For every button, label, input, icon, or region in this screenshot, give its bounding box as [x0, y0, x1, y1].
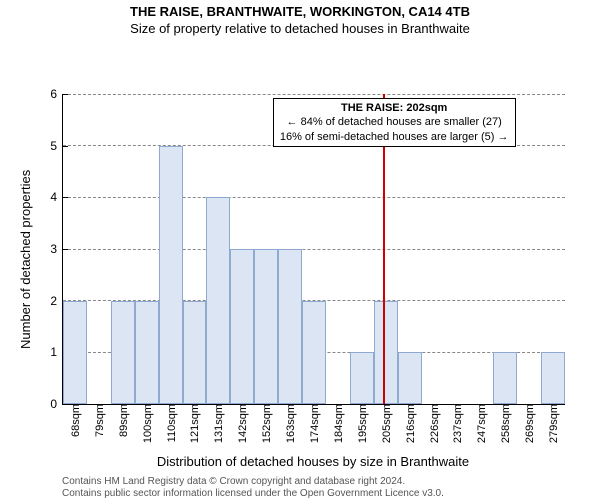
bar — [230, 249, 254, 404]
x-tick: 131sqm — [211, 404, 225, 443]
x-tick: 68sqm — [68, 404, 82, 437]
gridline — [63, 197, 565, 198]
y-tick: 5 — [50, 139, 63, 153]
bar — [350, 352, 374, 404]
bar — [374, 301, 398, 404]
x-tick: 279sqm — [546, 404, 560, 443]
bar — [254, 249, 278, 404]
x-tick: 205sqm — [379, 404, 393, 443]
chart-container: THE RAISE, BRANTHWAITE, WORKINGTON, CA14… — [0, 4, 600, 504]
x-tick: 121sqm — [187, 404, 201, 443]
y-tick: 2 — [50, 294, 63, 308]
x-tick: 216sqm — [403, 404, 417, 443]
bar — [541, 352, 565, 404]
bar — [206, 197, 230, 404]
x-tick: 258sqm — [498, 404, 512, 443]
bar — [398, 352, 422, 404]
x-tick: 89sqm — [116, 404, 130, 437]
y-tick: 6 — [50, 87, 63, 101]
y-axis-label: Number of detached properties — [18, 170, 33, 349]
info-box-line1: ← 84% of detached houses are smaller (27… — [280, 115, 509, 129]
bar — [63, 301, 87, 404]
x-tick: 184sqm — [331, 404, 345, 443]
y-tick: 1 — [50, 345, 63, 359]
bar — [183, 301, 207, 404]
bar — [111, 301, 135, 404]
chart-title: THE RAISE, BRANTHWAITE, WORKINGTON, CA14… — [0, 4, 600, 19]
x-tick: 110sqm — [164, 404, 178, 442]
y-tick: 3 — [50, 242, 63, 256]
y-tick: 4 — [50, 190, 63, 204]
bar — [135, 301, 159, 404]
info-box-title: THE RAISE: 202sqm — [280, 101, 509, 115]
x-tick: 100sqm — [140, 404, 154, 443]
x-tick: 174sqm — [307, 404, 321, 443]
gridline — [63, 249, 565, 250]
chart-subtitle: Size of property relative to detached ho… — [0, 21, 600, 36]
bar — [493, 352, 517, 404]
y-tick: 0 — [50, 397, 63, 411]
x-tick: 79sqm — [92, 404, 106, 437]
x-tick: 195sqm — [355, 404, 369, 443]
x-tick: 237sqm — [450, 404, 464, 443]
gridline — [63, 94, 565, 95]
info-box: THE RAISE: 202sqm ← 84% of detached hous… — [273, 98, 516, 147]
footnote-1: Contains HM Land Registry data © Crown c… — [62, 476, 405, 487]
bar — [278, 249, 302, 404]
x-tick: 269sqm — [522, 404, 536, 443]
footnote-2: Contains public sector information licen… — [62, 488, 444, 499]
bar — [302, 301, 326, 404]
info-box-line2: 16% of semi-detached houses are larger (… — [280, 130, 509, 144]
x-axis-label: Distribution of detached houses by size … — [62, 454, 564, 469]
x-tick: 142sqm — [235, 404, 249, 443]
bar — [159, 146, 183, 404]
x-tick: 226sqm — [427, 404, 441, 443]
x-tick: 152sqm — [259, 404, 273, 443]
x-tick: 247sqm — [474, 404, 488, 443]
x-tick: 163sqm — [283, 404, 297, 443]
